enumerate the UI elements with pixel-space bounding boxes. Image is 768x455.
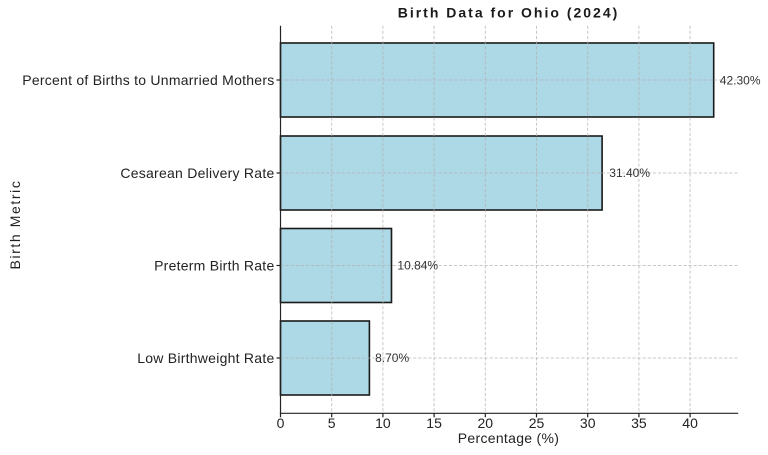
svg-text:8.70%: 8.70% [375,351,409,365]
svg-text:31.40%: 31.40% [609,166,650,180]
svg-text:Birth Metric: Birth Metric [7,180,23,270]
svg-text:15: 15 [426,415,442,431]
svg-text:Birth Data for Ohio (2024): Birth Data for Ohio (2024) [398,5,620,21]
svg-text:Preterm Birth Rate: Preterm Birth Rate [154,257,274,273]
svg-text:10: 10 [375,415,391,431]
svg-text:0: 0 [277,415,285,431]
svg-text:20: 20 [478,415,494,431]
svg-text:40: 40 [682,415,698,431]
svg-text:Low Birthweight Rate: Low Birthweight Rate [137,350,274,366]
svg-text:Percentage (%): Percentage (%) [458,430,559,446]
svg-text:Percent of Births to Unmarried: Percent of Births to Unmarried Mothers [22,72,274,88]
svg-text:35: 35 [631,415,647,431]
svg-text:25: 25 [529,415,545,431]
svg-text:42.30%: 42.30% [720,73,761,87]
svg-text:30: 30 [580,415,596,431]
svg-text:10.84%: 10.84% [397,259,438,273]
svg-text:Cesarean Delivery Rate: Cesarean Delivery Rate [120,165,274,181]
svg-text:5: 5 [328,415,336,431]
